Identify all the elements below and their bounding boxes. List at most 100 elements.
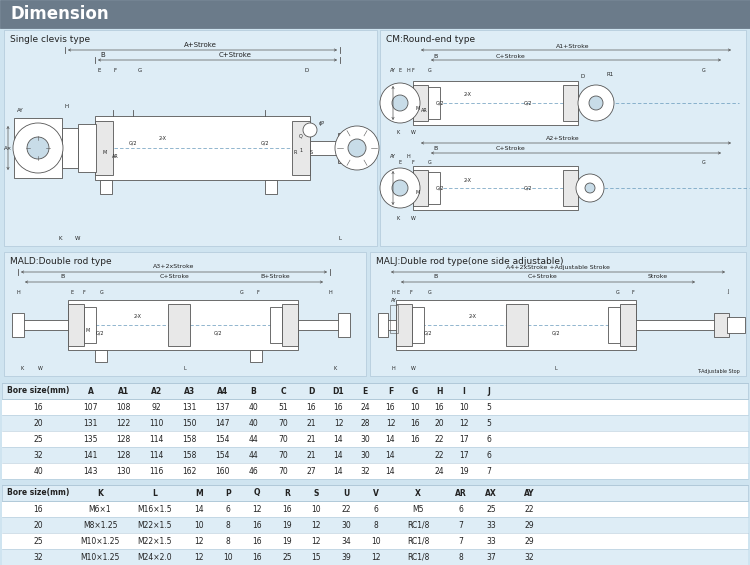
Text: K: K xyxy=(333,366,337,371)
Bar xyxy=(84,307,96,343)
Bar xyxy=(2,447,748,463)
Text: W: W xyxy=(38,366,43,371)
Text: G: G xyxy=(100,289,104,294)
Bar xyxy=(2,501,748,517)
Bar xyxy=(22,320,68,330)
Text: 7: 7 xyxy=(487,467,491,476)
Bar xyxy=(2,533,748,549)
Text: W: W xyxy=(410,215,416,220)
Bar xyxy=(298,320,340,330)
Bar xyxy=(95,350,107,362)
Bar xyxy=(12,313,24,337)
Text: Q: Q xyxy=(254,489,260,498)
Text: Dimension: Dimension xyxy=(10,5,109,23)
Text: 8: 8 xyxy=(458,553,464,562)
Text: I: I xyxy=(463,386,466,396)
Text: 2-X: 2-X xyxy=(464,177,472,182)
Bar xyxy=(310,141,340,155)
Text: G: G xyxy=(240,289,244,294)
Text: E: E xyxy=(397,289,400,294)
Text: B+Stroke: B+Stroke xyxy=(260,275,290,280)
Bar xyxy=(168,304,190,346)
Text: 122: 122 xyxy=(116,419,130,428)
Bar xyxy=(428,87,440,119)
Text: 158: 158 xyxy=(182,450,196,459)
Text: 154: 154 xyxy=(215,450,229,459)
Text: R: R xyxy=(284,489,290,498)
Text: 14: 14 xyxy=(334,450,344,459)
Text: 114: 114 xyxy=(149,450,164,459)
Bar xyxy=(2,383,748,399)
Text: 16: 16 xyxy=(252,520,262,529)
Text: F: F xyxy=(632,289,634,294)
Text: 19: 19 xyxy=(282,520,292,529)
Text: K: K xyxy=(58,236,62,241)
Text: H: H xyxy=(436,386,442,396)
Bar xyxy=(4,30,377,246)
Text: AX: AX xyxy=(485,489,496,498)
Text: AR: AR xyxy=(112,154,118,159)
Text: H: H xyxy=(406,68,410,73)
Text: 6: 6 xyxy=(458,505,464,514)
Text: A3: A3 xyxy=(184,386,195,396)
Bar xyxy=(292,121,310,175)
Text: G/2: G/2 xyxy=(552,331,560,336)
Text: 10: 10 xyxy=(194,520,204,529)
Text: B: B xyxy=(251,386,257,396)
Text: C+Stroke: C+Stroke xyxy=(495,54,525,59)
Text: MALD:Double rod type: MALD:Double rod type xyxy=(10,258,112,267)
Text: AY: AY xyxy=(390,68,396,73)
Text: 25: 25 xyxy=(33,537,43,545)
Text: G: G xyxy=(138,68,142,73)
Text: F: F xyxy=(412,67,414,72)
Circle shape xyxy=(392,180,408,196)
Text: 22: 22 xyxy=(341,505,351,514)
Text: 30: 30 xyxy=(341,520,351,529)
Text: Q: Q xyxy=(299,133,303,138)
Circle shape xyxy=(27,137,49,159)
Text: W: W xyxy=(410,366,416,371)
Text: 16: 16 xyxy=(410,419,420,428)
Circle shape xyxy=(392,95,408,111)
Text: D: D xyxy=(580,73,585,79)
Text: 5: 5 xyxy=(487,419,491,428)
Text: 16: 16 xyxy=(334,402,344,411)
Text: 44: 44 xyxy=(248,450,258,459)
Text: 12: 12 xyxy=(371,553,381,562)
Text: K: K xyxy=(20,366,24,371)
Bar xyxy=(727,317,745,333)
Text: G/2: G/2 xyxy=(436,101,444,106)
Text: 114: 114 xyxy=(149,434,164,444)
Text: A2: A2 xyxy=(151,386,162,396)
Bar xyxy=(2,431,748,447)
Text: 14: 14 xyxy=(334,467,344,476)
Circle shape xyxy=(303,123,317,137)
Text: C+Stroke: C+Stroke xyxy=(218,52,251,58)
Text: M10×1.25: M10×1.25 xyxy=(80,537,120,545)
Text: 1: 1 xyxy=(299,147,302,153)
Text: R: R xyxy=(293,150,297,155)
Text: 20: 20 xyxy=(33,520,43,529)
Text: Stroke: Stroke xyxy=(648,275,668,280)
Text: 12: 12 xyxy=(311,537,321,545)
Text: 8: 8 xyxy=(226,520,230,529)
Text: D1: D1 xyxy=(333,386,344,396)
Circle shape xyxy=(380,83,420,123)
Text: B: B xyxy=(433,146,437,151)
Text: ϕP: ϕP xyxy=(319,120,325,125)
Text: M: M xyxy=(416,190,420,195)
Circle shape xyxy=(335,126,379,170)
Text: 33: 33 xyxy=(486,537,496,545)
Text: 21: 21 xyxy=(307,419,316,428)
Text: AR: AR xyxy=(455,489,466,498)
Text: 147: 147 xyxy=(215,419,229,428)
Text: C: C xyxy=(280,386,286,396)
Text: AY: AY xyxy=(391,298,397,303)
Text: 131: 131 xyxy=(83,419,98,428)
Text: 14: 14 xyxy=(386,467,395,476)
Text: A3+2xStroke: A3+2xStroke xyxy=(153,264,195,270)
Text: 2-X: 2-X xyxy=(134,315,142,319)
Text: G: G xyxy=(428,67,432,72)
Text: 160: 160 xyxy=(215,467,229,476)
Bar xyxy=(563,85,578,121)
